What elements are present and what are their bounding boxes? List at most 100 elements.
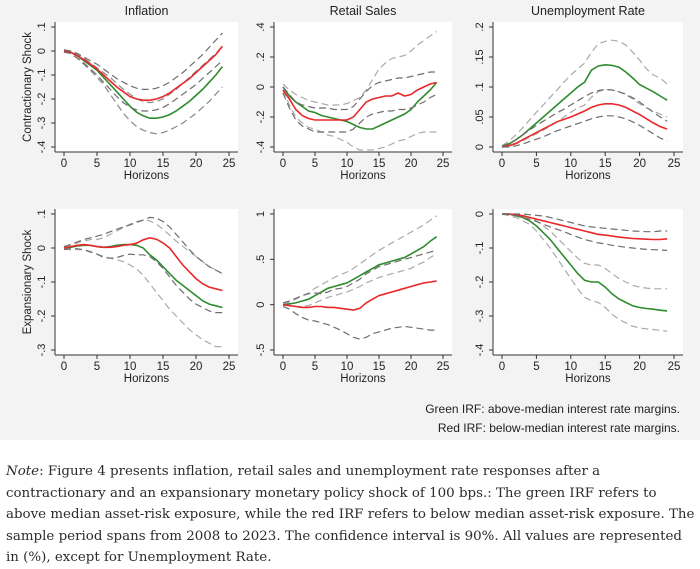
x-tick-label: 20: [633, 361, 646, 373]
series-line-1: [63, 50, 224, 119]
x-axis-label: Horizons: [124, 373, 170, 385]
x-axis-label: Horizons: [124, 170, 170, 182]
y-tick-label: 1: [255, 211, 267, 217]
x-tick-label: 10: [124, 361, 137, 373]
plot-area: [274, 209, 452, 355]
irf-panel-4: 0 5 10 15 20 25 -.3 -.2 -.1 0 .1 Horizons Expansiona…: [22, 209, 238, 385]
y-tick-label: .5: [255, 255, 267, 264]
series-line-4: [502, 213, 668, 241]
y-tick-label: -.2: [255, 111, 267, 124]
x-tick-label: 15: [157, 361, 170, 373]
y-tick-label: .2: [255, 52, 267, 61]
irf-panel-3: 0 5 10 15 20 25 0 .05 .1 .15 .2 Unemployment Rate Ho…: [474, 4, 683, 182]
series-line-2: [282, 31, 437, 106]
series-line-4: [63, 236, 223, 292]
x-tick-label: 20: [405, 158, 418, 170]
series-line-1: [282, 236, 438, 306]
x-tick-label: 5: [94, 158, 100, 170]
y-tick-label: -.4: [474, 344, 486, 357]
x-tick-label: 5: [533, 361, 539, 373]
y-tick-label: 0: [474, 144, 486, 150]
irf-panel-1: 0 5 10 15 20 25 -.4 -.3 -.2 -.1 0 .1 Inflation Horizo…: [22, 4, 238, 182]
x-tick-label: 0: [499, 361, 505, 373]
plot-area: [493, 209, 683, 355]
x-tick-label: 5: [312, 158, 318, 170]
x-tick-label: 0: [280, 361, 286, 373]
series-line-5: [501, 88, 668, 147]
y-tick-label: 0: [255, 302, 267, 308]
x-tick-label: 20: [405, 361, 418, 373]
x-tick-label: 25: [668, 361, 681, 373]
series-line-1: [501, 63, 668, 148]
series-line-2: [64, 45, 223, 104]
panel-title: Retail Sales: [330, 4, 397, 18]
x-tick-label: 0: [61, 361, 67, 373]
x-tick-label: 25: [437, 158, 450, 170]
y-tick-label: 0: [474, 211, 486, 217]
x-tick-label: 15: [373, 158, 386, 170]
x-axis-label: Horizons: [340, 373, 386, 385]
x-tick-label: 5: [533, 158, 539, 170]
series-line-6: [501, 213, 668, 251]
series-line-3: [283, 253, 437, 308]
x-tick-label: 25: [668, 158, 681, 170]
x-tick-label: 5: [312, 361, 318, 373]
y-tick-label: -.3: [36, 117, 48, 130]
x-tick-label: 20: [190, 158, 203, 170]
legend-red-text: Red IRF: below-median interest rate marg…: [437, 421, 680, 435]
series-line-5: [282, 71, 437, 111]
series-line-4: [282, 280, 437, 311]
y-tick-label: -.3: [36, 344, 48, 357]
series-line-6: [282, 92, 437, 133]
plot-area: [55, 209, 238, 355]
series-line-2: [282, 215, 437, 305]
figure-note: Note: Figure 4 presents inflation, retai…: [6, 461, 696, 569]
y-tick-label: 0: [255, 84, 267, 90]
y-tick-label: .2: [474, 22, 486, 31]
y-tick-label: .1: [36, 22, 48, 31]
x-tick-label: 10: [564, 158, 577, 170]
series-line-2: [63, 219, 223, 275]
series-line-6: [63, 248, 223, 314]
x-tick-label: 5: [94, 361, 100, 373]
y-tick-label: .05: [474, 109, 486, 124]
x-tick-label: 0: [61, 158, 67, 170]
y-tick-label: -.4: [36, 141, 48, 154]
x-tick-label: 25: [223, 158, 236, 170]
irf-figure: 0 5 10 15 20 25 -.4 -.3 -.2 -.1 0.1 Inflation Horizo…: [0, 0, 700, 440]
plot-area: [55, 22, 238, 152]
y-tick-label: -.1: [474, 242, 486, 255]
y-tick-label: -.2: [36, 310, 48, 323]
x-tick-label: 25: [223, 361, 236, 373]
note-text: : Figure 4 presents inflation, retail sa…: [6, 464, 695, 566]
x-axis-label: Horizons: [565, 170, 611, 182]
series-line-6: [282, 305, 437, 340]
series-line-1: [282, 81, 438, 130]
series-line-3: [501, 88, 668, 148]
x-tick-label: 20: [633, 158, 646, 170]
y-tick-label: 0: [36, 245, 48, 251]
x-tick-label: 15: [599, 361, 612, 373]
legend-green-text: Green IRF: above-median interest rate ma…: [425, 402, 680, 416]
x-tick-label: 25: [437, 361, 450, 373]
x-axis-label: Horizons: [565, 373, 611, 385]
x-tick-label: 10: [341, 361, 354, 373]
x-tick-label: 15: [599, 158, 612, 170]
y-tick-label: -.1: [36, 276, 48, 289]
y-tick-label: 0: [36, 48, 48, 54]
plot-area: [493, 22, 683, 152]
x-tick-label: 10: [124, 158, 137, 170]
panel-title: Unemployment Rate: [531, 4, 645, 18]
y-axis-label: Expansionary Shock: [22, 229, 34, 334]
irf-panel-2: 0 5 10 15 20 25 -.4 -.2 0 .2 .4 Retail Sales Horizon…: [255, 4, 452, 182]
series-line-6: [502, 115, 668, 148]
x-tick-label: 10: [564, 361, 577, 373]
y-tick-label: .1: [36, 209, 48, 218]
x-tick-label: 15: [373, 361, 386, 373]
series-line-3: [63, 248, 223, 348]
x-axis-label: Horizons: [340, 170, 386, 182]
series-line-3: [282, 89, 437, 151]
series-line-2: [501, 39, 668, 147]
x-tick-label: 0: [499, 158, 505, 170]
panel-title: Inflation: [125, 4, 169, 18]
